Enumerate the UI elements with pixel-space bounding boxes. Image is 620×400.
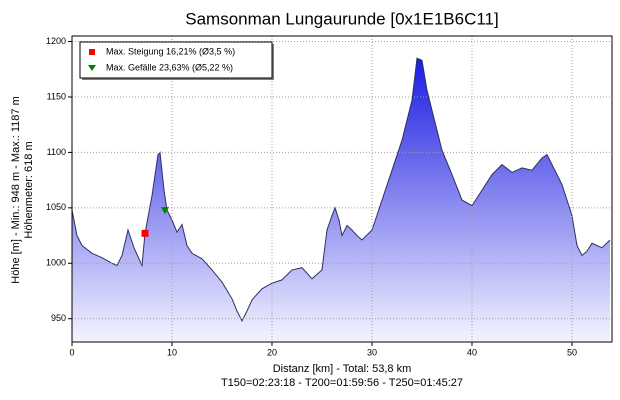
plot-frame bbox=[71, 35, 613, 343]
x-tick-label: 30 bbox=[367, 347, 377, 357]
legend-label: Max. Gefälle 23,63% (Ø5,22 %) bbox=[106, 62, 233, 72]
y-tick-label: 1200 bbox=[46, 36, 66, 46]
y-tick-label: 1050 bbox=[46, 202, 66, 212]
area bbox=[72, 58, 610, 342]
legend-box bbox=[79, 41, 273, 79]
x-tick-label: 20 bbox=[267, 347, 277, 357]
y-axis-label: Höhe [m] - Min.: 948 m - Max.: 1187 m bbox=[10, 96, 22, 283]
x-tick-label: 0 bbox=[69, 347, 74, 357]
profile-line bbox=[71, 57, 611, 323]
y-tick-label: 1100 bbox=[47, 147, 66, 157]
x-tick-label: 50 bbox=[567, 347, 577, 357]
legend-label: Max. Steigung 16,21% (Ø3,5 %) bbox=[106, 46, 235, 56]
x-tick-label: 40 bbox=[467, 347, 477, 357]
y-tick-label: 1150 bbox=[47, 91, 66, 101]
y-tick-label: 950 bbox=[51, 313, 66, 323]
chart-title: Samsonman Lungaurunde [0x1E1B6C11] bbox=[185, 9, 498, 28]
legend-marker bbox=[89, 49, 95, 55]
legend-marker bbox=[88, 65, 96, 71]
marker bbox=[161, 207, 169, 215]
footer: T150=02:23:18 - T200=01:59:56 - T250=01:… bbox=[221, 377, 463, 389]
x-axis-label: Distanz [km] - Total: 53,8 km bbox=[273, 363, 412, 375]
y-tick-label: 1000 bbox=[46, 258, 66, 268]
x-tick-label: 10 bbox=[167, 347, 177, 357]
marker bbox=[141, 229, 149, 237]
y-axis-label: Höhenmeter: 618 m bbox=[23, 141, 35, 238]
